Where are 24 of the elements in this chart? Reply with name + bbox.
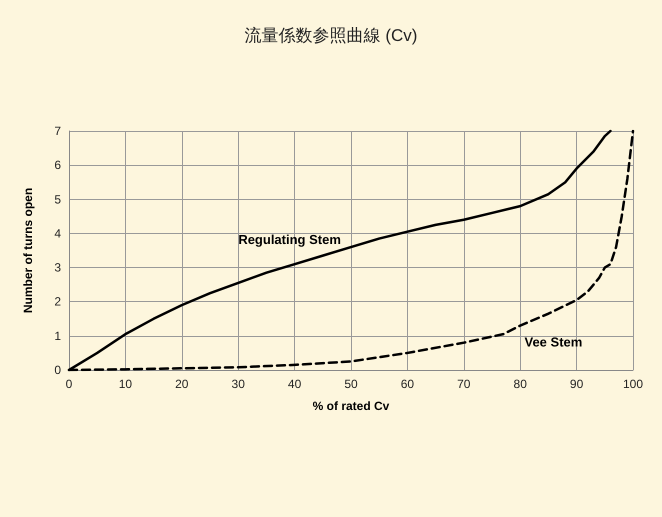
y-tick-label: 3	[54, 260, 62, 275]
x-tick-label: 70	[457, 377, 471, 391]
y-tick-label: 5	[54, 192, 62, 206]
x-tick-label: 30	[232, 377, 246, 391]
y-tick-label: 7	[54, 124, 62, 138]
x-axis-title: % of rated Cv	[312, 399, 390, 413]
y-axis-title: Number of turns open	[21, 188, 35, 314]
x-tick-label: 60	[400, 377, 414, 391]
x-tick-label: 0	[66, 377, 73, 391]
y-tick-label: 6	[54, 158, 62, 172]
series-label: Vee Stem	[524, 334, 582, 350]
y-tick-label: 2	[54, 294, 62, 309]
x-tick-label: 10	[118, 377, 132, 391]
y-tick-label: 1	[54, 328, 62, 343]
x-tick-label: 100	[622, 377, 644, 391]
x-tick-label: 90	[570, 377, 584, 391]
series-label: Regulating Stem	[238, 232, 341, 248]
x-tick-label: 50	[344, 377, 358, 391]
y-tick-label: 4	[54, 226, 62, 240]
y-tick-label: 0	[54, 363, 62, 377]
x-tick-label: 80	[514, 377, 528, 391]
x-tick-label: 20	[175, 377, 189, 391]
x-tick-label: 40	[288, 377, 302, 391]
chart-title: 流量係数参照曲線 (Cv)	[244, 26, 418, 45]
